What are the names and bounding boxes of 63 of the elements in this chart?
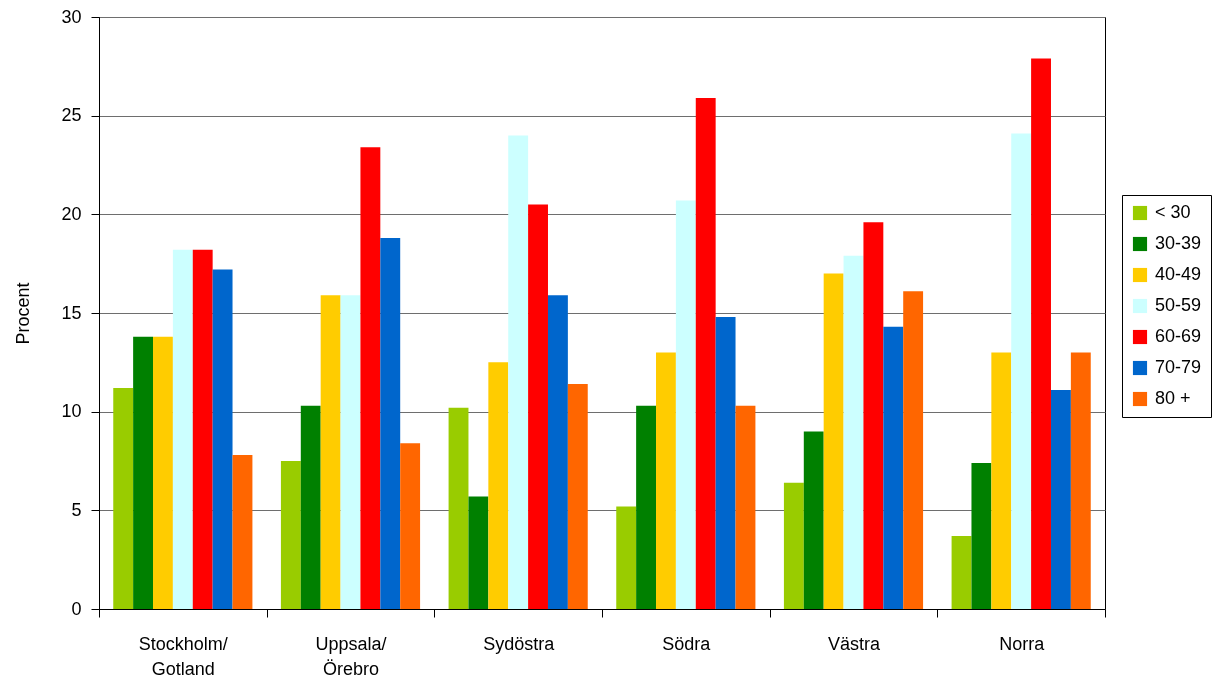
- bar: [735, 405, 756, 609]
- legend-label: < 30: [1155, 202, 1191, 222]
- bar: [172, 249, 193, 609]
- bar: [656, 352, 676, 609]
- bar: [360, 147, 381, 609]
- bar: [1031, 58, 1051, 609]
- bar: [1050, 389, 1071, 609]
- bar: [715, 316, 736, 609]
- bar: [863, 222, 884, 609]
- legend-label: 70-79: [1155, 357, 1202, 377]
- bar: [280, 461, 301, 609]
- bar: [783, 482, 804, 609]
- y-tick-label: 10: [61, 401, 82, 422]
- bar: [695, 97, 716, 609]
- bar: [400, 443, 421, 609]
- bar: [468, 496, 489, 609]
- bar: [340, 295, 361, 609]
- y-axis-title: Procent: [13, 282, 34, 345]
- y-tick-label: 15: [61, 302, 82, 323]
- bar: [320, 295, 341, 609]
- bar: [1011, 133, 1032, 609]
- legend-label: 50-59: [1155, 295, 1202, 315]
- bar: [192, 249, 213, 609]
- bar: [153, 336, 173, 609]
- x-tick-label: Västra: [827, 633, 881, 654]
- bar: [380, 238, 401, 609]
- y-tick-label: 20: [61, 203, 82, 224]
- x-tick-label: Uppsala/ Örebro: [315, 633, 387, 679]
- bar: [616, 506, 637, 609]
- y-tick-label: 0: [71, 598, 82, 619]
- legend-label: 40-49: [1155, 264, 1202, 284]
- bar: [971, 462, 992, 609]
- bar: [212, 269, 233, 609]
- bar: [547, 295, 568, 609]
- bar: [951, 535, 972, 609]
- x-tick-label: Sydöstra: [483, 633, 556, 654]
- bar: [803, 431, 824, 609]
- bar: [567, 384, 588, 609]
- bar: [843, 255, 864, 609]
- bar: [823, 273, 844, 609]
- bar: [1070, 352, 1091, 609]
- bar: [675, 200, 696, 609]
- bar: [448, 407, 469, 609]
- legend-label: 30-39: [1155, 233, 1202, 253]
- y-tick-label: 5: [71, 499, 82, 520]
- bar: [636, 405, 657, 609]
- legend-label: 60-69: [1155, 326, 1202, 346]
- bar: [528, 204, 548, 609]
- y-tick-label: 25: [61, 105, 82, 126]
- x-tick-label: Norra: [999, 633, 1046, 654]
- x-tick-label: Stockholm/ Gotland: [138, 633, 228, 679]
- y-tick-label: 30: [61, 6, 82, 27]
- bar: [488, 362, 509, 609]
- bar: [113, 387, 134, 609]
- x-tick-label: Södra: [662, 633, 712, 654]
- bar: [232, 455, 253, 609]
- bar: [133, 336, 154, 609]
- bar: [508, 135, 529, 609]
- bar: [903, 291, 924, 609]
- bar: [300, 405, 321, 609]
- bar: [991, 352, 1012, 609]
- legend-label: 80 +: [1155, 388, 1191, 408]
- bar: [883, 326, 904, 609]
